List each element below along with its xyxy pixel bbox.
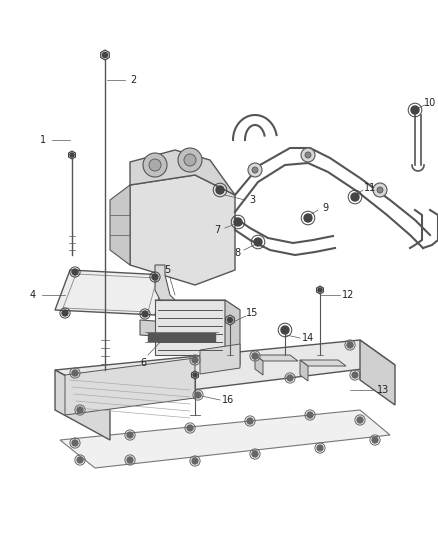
Circle shape — [143, 153, 167, 177]
Polygon shape — [140, 320, 215, 340]
Circle shape — [252, 167, 258, 173]
Circle shape — [62, 310, 68, 316]
Circle shape — [192, 357, 198, 363]
Polygon shape — [200, 344, 240, 374]
Text: 13: 13 — [377, 385, 389, 395]
Polygon shape — [110, 185, 130, 265]
Polygon shape — [191, 371, 198, 379]
Polygon shape — [55, 270, 165, 315]
Text: 15: 15 — [246, 308, 258, 318]
Polygon shape — [101, 50, 110, 60]
Circle shape — [187, 425, 193, 431]
Polygon shape — [60, 410, 390, 468]
Circle shape — [72, 370, 78, 376]
Circle shape — [248, 163, 262, 177]
Polygon shape — [55, 370, 110, 440]
Polygon shape — [55, 340, 395, 400]
Circle shape — [281, 326, 289, 334]
Circle shape — [234, 218, 242, 226]
Circle shape — [352, 372, 358, 378]
Polygon shape — [300, 360, 346, 366]
Circle shape — [252, 353, 258, 359]
Text: 8: 8 — [234, 248, 240, 258]
Circle shape — [318, 288, 322, 292]
Circle shape — [351, 193, 359, 201]
Circle shape — [72, 269, 78, 275]
Text: 5: 5 — [164, 265, 170, 275]
Circle shape — [178, 148, 202, 172]
Polygon shape — [360, 340, 395, 405]
Polygon shape — [226, 315, 234, 325]
Circle shape — [70, 153, 74, 157]
Circle shape — [227, 318, 233, 322]
Circle shape — [372, 437, 378, 443]
Text: 9: 9 — [322, 203, 328, 213]
Polygon shape — [255, 355, 263, 375]
Circle shape — [254, 238, 262, 246]
Text: 3: 3 — [249, 195, 255, 205]
Circle shape — [252, 451, 258, 457]
Circle shape — [247, 418, 253, 424]
Circle shape — [411, 106, 419, 114]
Circle shape — [149, 159, 161, 171]
Text: 12: 12 — [342, 290, 354, 300]
Circle shape — [317, 445, 323, 451]
Circle shape — [77, 407, 83, 413]
Circle shape — [373, 183, 387, 197]
Polygon shape — [255, 355, 298, 361]
Circle shape — [192, 458, 198, 464]
Circle shape — [142, 311, 148, 317]
Polygon shape — [65, 358, 195, 415]
Circle shape — [127, 457, 133, 463]
Text: 10: 10 — [424, 98, 436, 108]
Circle shape — [127, 432, 133, 438]
Polygon shape — [300, 360, 308, 381]
Circle shape — [102, 52, 107, 58]
Polygon shape — [225, 300, 240, 365]
Polygon shape — [155, 300, 225, 355]
Text: 11: 11 — [364, 183, 376, 193]
Polygon shape — [130, 175, 235, 285]
Polygon shape — [317, 286, 324, 294]
Circle shape — [377, 187, 383, 193]
Circle shape — [307, 412, 313, 418]
Text: 1: 1 — [40, 135, 46, 145]
Text: 4: 4 — [30, 290, 36, 300]
Circle shape — [305, 152, 311, 158]
Polygon shape — [130, 150, 235, 195]
Circle shape — [301, 148, 315, 162]
Circle shape — [304, 214, 312, 222]
Circle shape — [193, 373, 197, 377]
Circle shape — [152, 274, 158, 280]
Circle shape — [216, 186, 224, 194]
Circle shape — [195, 392, 201, 398]
Text: 16: 16 — [222, 395, 234, 405]
Polygon shape — [68, 151, 75, 159]
Circle shape — [184, 154, 196, 166]
Text: 2: 2 — [130, 75, 136, 85]
Circle shape — [347, 342, 353, 348]
Polygon shape — [155, 265, 200, 330]
Text: 7: 7 — [214, 225, 220, 235]
Circle shape — [77, 457, 83, 463]
Polygon shape — [155, 300, 240, 310]
Text: 6: 6 — [140, 358, 146, 368]
Circle shape — [72, 440, 78, 446]
Circle shape — [357, 417, 363, 423]
Text: 14: 14 — [302, 333, 314, 343]
Circle shape — [287, 375, 293, 381]
